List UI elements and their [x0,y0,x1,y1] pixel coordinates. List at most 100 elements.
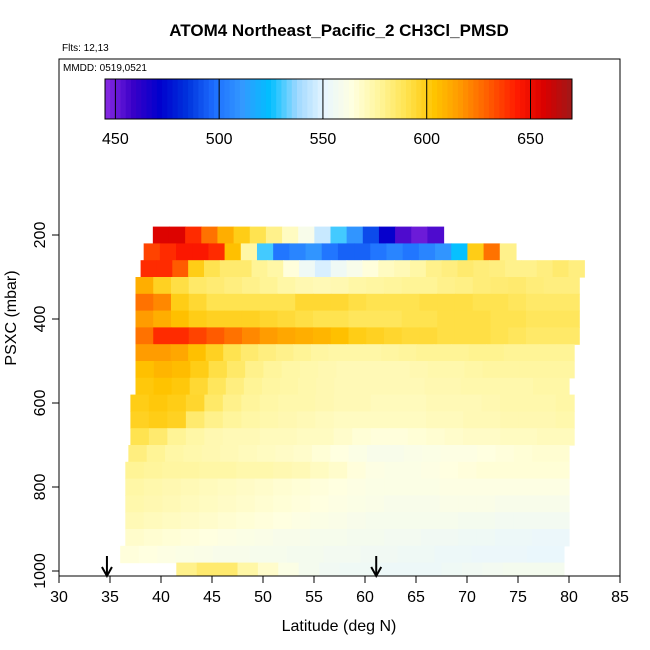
heatmap-cell [330,327,350,345]
heatmap-cell [256,445,276,463]
colorbar-segment [556,79,563,119]
heatmap-cell [370,394,390,412]
heatmap-cell [188,277,208,295]
heatmap-cell [495,512,515,530]
colorbar-segment [307,79,314,119]
heatmap-cell [433,344,452,362]
heatmap-cell [241,293,261,312]
heatmap-cell [555,411,575,429]
heatmap-cell [403,445,423,463]
colorbar-segment [224,79,231,119]
heatmap-cell [365,529,385,547]
heatmap-cell [188,293,208,312]
heatmap-cell [295,277,314,295]
colorbar-segment [431,79,438,119]
heatmap-cell [135,277,154,295]
heatmap-cell [298,377,317,396]
heatmap-cell [451,243,468,261]
heatmap-cell [259,394,279,412]
colorbar-segment [520,79,526,119]
heatmap-cell [125,512,145,530]
heatmap-cell [153,310,172,328]
heatmap-cell [402,478,422,496]
heatmap-cell [203,260,221,278]
heatmap-cell [444,411,464,429]
heatmap-cell [425,260,443,278]
heatmap-cell [310,495,330,513]
heatmap-cell [217,512,237,530]
heatmap-cell [240,344,259,362]
colorbar-segment [312,79,319,119]
heatmap-cell [407,394,427,412]
colorbar-segment [530,79,537,119]
heatmap-cell [143,243,161,261]
heatmap-cell [205,344,224,362]
heatmap-cell [416,344,435,362]
colorbar-segment [566,79,573,119]
heatmap-cell [539,344,558,362]
heatmap-cell [143,529,163,547]
chart-title: ATOM4 Northeast_Pacific_2 CH3Cl_PMSD [169,21,508,40]
heatmap-cell [473,260,490,278]
heatmap-cell [550,478,570,496]
colorbar-segment [421,79,428,119]
heatmap-cell [172,361,191,379]
heatmap-cell [439,495,459,513]
colorbar-segment [540,79,547,119]
heatmap-cell [153,344,172,362]
heatmap-cell [204,394,224,412]
heatmap-cell [460,377,480,396]
heatmap-cell [421,478,441,496]
heatmap-cell [259,327,279,345]
heatmap-cell [125,461,145,480]
heatmap-cell [165,445,185,463]
heatmap-cell [437,277,456,295]
colorbar-segment [322,79,329,119]
colorbar-segment [546,79,552,119]
heatmap-cell [143,478,163,496]
heatmap-cell [223,344,242,362]
colorbar-segment [219,79,225,119]
colorbar-segment [416,79,423,119]
heatmap-cell [490,277,509,295]
heatmap-cell [217,562,239,576]
heatmap-cell [261,377,281,396]
colorbar-segment [141,79,148,119]
heatmap-cell [237,562,259,576]
heatmap-cell [312,310,332,328]
colorbar-segment [110,79,116,119]
heatmap-cell [513,445,533,463]
heatmap-cell [226,361,246,379]
heatmap-cell [310,512,330,530]
heatmap-cell [291,461,311,480]
heatmap-cell [508,545,528,564]
x-tick-label: 80 [560,589,578,606]
heatmap-cell [537,411,557,429]
heatmap-cell [513,478,533,496]
heatmap-cell [550,495,570,513]
heatmap-cell [411,226,428,244]
heatmap-cell [254,529,274,547]
colorbar-segment [151,79,158,119]
heatmap-cell [199,495,219,513]
colorbar-segment [468,79,474,119]
heatmap-cell [328,512,348,530]
heatmap-cell [568,260,585,278]
heatmap-cell [444,428,464,446]
colorbar-segment [551,79,557,119]
heatmap-cell [347,529,367,547]
heatmap-cell [346,260,364,278]
colorbar-segment [509,79,516,119]
heatmap-cell [328,529,348,547]
heatmap-cell [207,377,227,396]
colorbar-segment [136,79,142,119]
heatmap-cell [125,495,145,513]
heatmap-cell [280,377,299,396]
heatmap-cell [295,293,314,312]
heatmap-cell [330,445,350,463]
colorbar-segment [250,79,256,119]
heatmap-cell [352,394,372,412]
heatmap-cell [518,394,538,412]
colorbar-segment [198,79,205,119]
heatmap-cell [312,327,332,345]
